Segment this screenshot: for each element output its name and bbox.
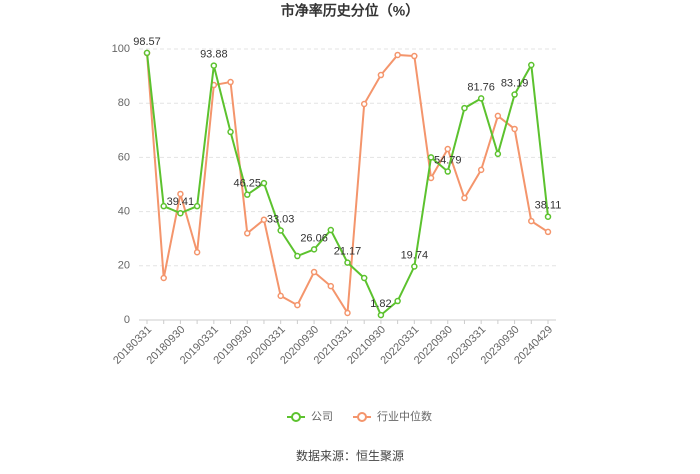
y-tick-label: 60 [118,151,130,163]
point [227,78,234,86]
point [193,202,201,210]
chart-title: 市净率历史分位（%） [281,3,419,19]
point [277,292,284,300]
point [528,61,535,69]
point [427,174,435,182]
point [427,154,435,161]
point [277,227,284,234]
point [544,213,552,220]
data-label: 21.17 [334,246,362,258]
point [528,217,535,225]
point [444,168,451,175]
point [260,216,268,223]
data-label: 19.74 [401,249,429,261]
point [377,71,385,79]
point [411,52,418,60]
legend-marker [357,412,367,422]
data-label: 46.25 [233,178,261,190]
point [344,259,351,266]
point [143,49,151,57]
point [461,104,468,112]
data-label: 26.06 [300,232,328,244]
data-label: 83.19 [501,77,529,89]
legend-marker [291,412,301,422]
data-label: 54.79 [434,154,462,166]
point [177,209,184,217]
point [177,190,184,198]
data-label: 1.82 [370,298,391,310]
point [310,246,318,253]
point [244,230,251,237]
point [193,249,201,256]
point [327,226,335,234]
data-label: 38.11 [535,200,562,212]
point [327,282,335,290]
point [411,263,418,270]
point [160,202,167,210]
point [160,274,167,282]
point [477,166,485,174]
point [394,51,401,59]
source: 数据来源：恒生聚源 [296,448,404,463]
data-label: 98.57 [133,36,161,48]
legend-label: 行业中位数 [377,409,432,423]
data-label: 81.76 [467,81,495,93]
point [511,91,518,98]
y-tick-label: 0 [124,314,130,326]
legend-label: 公司 [311,411,333,423]
point [477,95,485,102]
data-label: 93.88 [200,48,228,60]
y-tick-label: 80 [118,97,130,109]
point [227,128,234,136]
point [461,194,468,202]
point [294,252,301,260]
point [360,274,368,282]
point [494,150,502,158]
point [494,112,502,120]
point [511,125,518,133]
point [544,228,552,236]
point [394,297,401,305]
point [210,62,218,69]
point [260,179,268,187]
point [310,268,318,276]
point [377,311,385,319]
y-tick-label: 100 [112,43,130,55]
point [294,301,301,309]
point [360,100,368,108]
y-tick-label: 40 [118,206,130,218]
y-tick-label: 20 [118,260,130,272]
point [244,191,251,198]
data-label: 39.41 [167,196,195,208]
point [344,309,351,317]
data-label: 33.03 [267,213,295,225]
point [444,145,451,153]
